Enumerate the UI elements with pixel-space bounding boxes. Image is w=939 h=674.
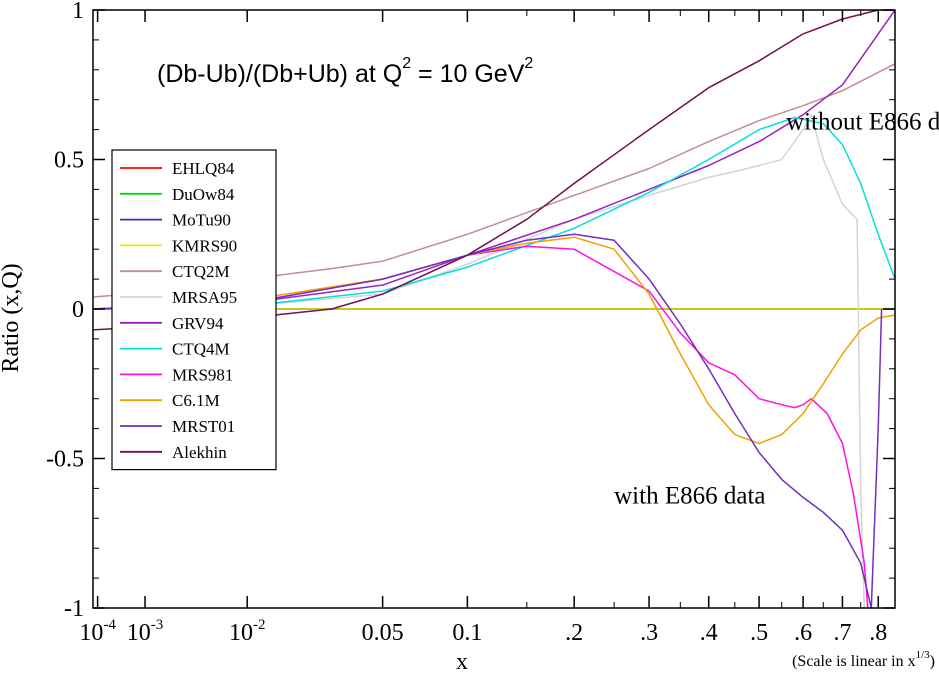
legend-label: CTQ2M bbox=[172, 262, 230, 281]
annotation-text: without E866 data bbox=[786, 109, 939, 136]
y-tick-label: 0 bbox=[72, 297, 84, 323]
x-axis-ticks: 10-4 10-3 10-2 0.05 0.1 .2 .3 .4 .5 .6 .7 .8 bbox=[79, 10, 887, 646]
legend-label: GRV94 bbox=[172, 314, 224, 333]
x-tick-label: .3 bbox=[640, 620, 658, 646]
legend-label: C6.1M bbox=[172, 391, 220, 410]
annotation-text: with E866 data bbox=[614, 482, 765, 509]
x-tick-label: 0.1 bbox=[452, 620, 482, 646]
y-tick-label: -0.5 bbox=[46, 447, 84, 473]
y-axis-ticks: -1 -0.5 0 0.5 1 bbox=[46, 0, 895, 622]
x-tick-label: .2 bbox=[565, 620, 583, 646]
y-tick-label: -1 bbox=[64, 596, 84, 622]
annotations: without E866 data with E866 data bbox=[614, 109, 939, 510]
x-tick-label: .8 bbox=[869, 620, 887, 646]
x-tick-label: 10-2 bbox=[229, 617, 265, 646]
y-axis-label: Ratio (x,Q) bbox=[0, 263, 24, 372]
scale-note: (Scale is linear in x1/3) bbox=[792, 649, 935, 670]
legend-label: MRSA95 bbox=[172, 288, 237, 307]
x-tick-label: .6 bbox=[794, 620, 812, 646]
x-tick-label: 0.05 bbox=[362, 620, 404, 646]
chart-title: (Db-Ub)/(Db+Ub) at Q2 = 10 GeV2 bbox=[157, 55, 533, 88]
legend-label: CTQ4M bbox=[172, 340, 230, 359]
legend-label: MRS981 bbox=[172, 365, 233, 384]
x-tick-label: .5 bbox=[750, 620, 768, 646]
x-tick-label: .7 bbox=[833, 620, 851, 646]
series-line-mrst01 bbox=[93, 233, 883, 608]
legend-box bbox=[111, 149, 277, 471]
series-line-grv94 bbox=[93, 10, 895, 310]
x-axis-label: x bbox=[456, 649, 468, 674]
legend-label: MoTu90 bbox=[172, 211, 231, 230]
legend-label: KMRS90 bbox=[172, 236, 237, 255]
x-tick-label: .4 bbox=[700, 620, 718, 646]
x-tick-label: 10-3 bbox=[127, 617, 164, 646]
legend-label: Alekhin bbox=[172, 443, 227, 462]
x-tick-label: 10-4 bbox=[79, 617, 116, 646]
legend: EHLQ84 DuOw84 MoTu90 KMRS90 CTQ2M MRSA95 GRV94… bbox=[111, 149, 277, 471]
legend-label: DuOw84 bbox=[172, 185, 235, 204]
legend-label: EHLQ84 bbox=[172, 159, 235, 178]
series-line-mrsa95 bbox=[93, 113, 866, 608]
legend-label: MRST01 bbox=[172, 417, 235, 436]
y-tick-label: 0.5 bbox=[54, 148, 84, 174]
y-tick-label: 1 bbox=[72, 0, 84, 24]
